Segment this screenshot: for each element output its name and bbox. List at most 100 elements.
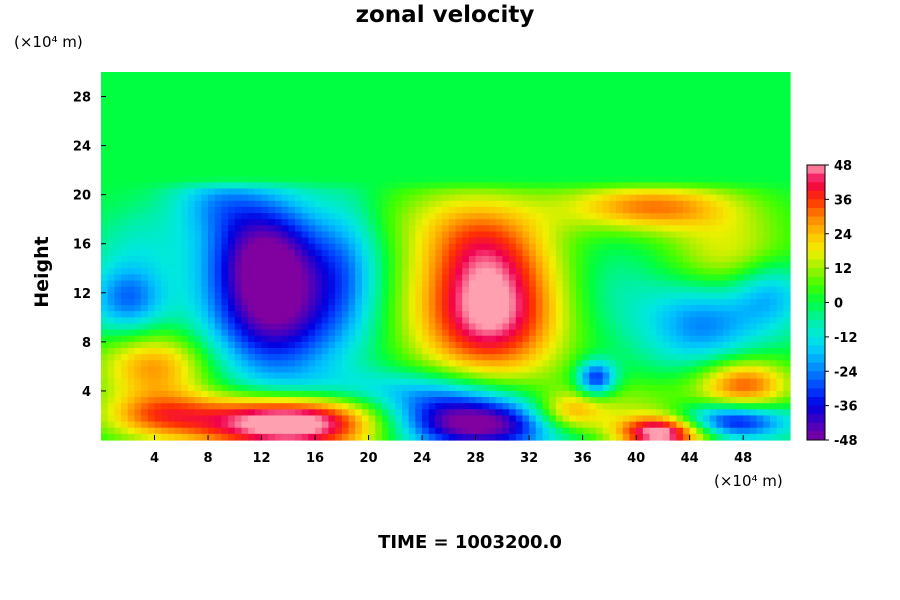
- heatmap-cell: [101, 127, 109, 134]
- heatmap-cell: [756, 127, 764, 134]
- heatmap-cell: [642, 90, 651, 98]
- heatmap-cell: [488, 354, 497, 361]
- heatmap-cell: [723, 157, 731, 165]
- heatmap-cell: [495, 348, 503, 355]
- heatmap-cell: [582, 311, 590, 318]
- heatmap-cell: [622, 268, 631, 275]
- heatmap-cell: [274, 96, 283, 104]
- heatmap-cell: [629, 72, 637, 79]
- heatmap-cell: [569, 151, 577, 159]
- heatmap-cell: [589, 108, 597, 116]
- heatmap-cell: [181, 243, 189, 251]
- heatmap-cell: [388, 78, 396, 85]
- heatmap-cell: [167, 225, 176, 233]
- heatmap-cell: [395, 145, 403, 153]
- heatmap-cell: [649, 298, 657, 306]
- heatmap-cell: [248, 243, 256, 251]
- heatmap-cell: [241, 243, 249, 251]
- heatmap-cell: [147, 213, 156, 220]
- heatmap-cell: [368, 231, 376, 239]
- heatmap-cell: [355, 274, 363, 282]
- heatmap-cell: [355, 237, 363, 245]
- heatmap-cell: [622, 108, 631, 116]
- heatmap-cell: [321, 72, 330, 79]
- heatmap-cell: [582, 249, 590, 257]
- heatmap-cell: [709, 348, 718, 355]
- heatmap-cell: [509, 274, 517, 282]
- heatmap-cell: [187, 298, 196, 306]
- heatmap-cell: [375, 102, 383, 110]
- heatmap-cell: [542, 256, 550, 263]
- heatmap-cell: [241, 348, 249, 355]
- heatmap-cell: [174, 200, 182, 208]
- heatmap-cell: [428, 157, 437, 165]
- heatmap-cell: [515, 108, 524, 116]
- heatmap-cell: [716, 84, 724, 91]
- heatmap-cell: [107, 127, 115, 134]
- heatmap-cell: [415, 102, 423, 110]
- heatmap-cell: [328, 194, 336, 202]
- heatmap-cell: [127, 170, 136, 177]
- heatmap-cell: [241, 292, 249, 300]
- heatmap-cell: [749, 305, 758, 312]
- heatmap-cell: [629, 206, 637, 214]
- heatmap-cell: [328, 139, 336, 147]
- heatmap-cell: [415, 298, 423, 306]
- heatmap-cell: [509, 305, 517, 312]
- heatmap-cell: [107, 188, 115, 196]
- heatmap-cell: [502, 188, 510, 196]
- heatmap-cell: [729, 108, 738, 116]
- heatmap-cell: [335, 164, 343, 171]
- heatmap-cell: [488, 157, 497, 165]
- heatmap-cell: [575, 213, 584, 220]
- heatmap-cell: [208, 231, 216, 239]
- heatmap-cell: [174, 182, 182, 190]
- heatmap-cell: [709, 157, 718, 165]
- heatmap-cell: [582, 133, 590, 141]
- heatmap-cell: [495, 145, 503, 153]
- heatmap-cell: [736, 176, 744, 183]
- heatmap-cell: [375, 188, 383, 196]
- heatmap-cell: [308, 188, 316, 196]
- heatmap-cell: [482, 292, 490, 300]
- heatmap-cell: [743, 354, 751, 361]
- heatmap-cell: [488, 78, 497, 85]
- heatmap-cell: [669, 145, 677, 153]
- heatmap-cell: [689, 323, 697, 331]
- heatmap-cell: [616, 219, 624, 226]
- heatmap-cell: [294, 243, 303, 251]
- heatmap-cell: [723, 114, 731, 122]
- heatmap-cell: [636, 78, 644, 85]
- heatmap-cell: [368, 133, 376, 141]
- heatmap-cell: [107, 108, 115, 116]
- heatmap-cell: [281, 335, 289, 343]
- heatmap-cell: [783, 194, 791, 202]
- heatmap-cell: [488, 194, 497, 202]
- heatmap-cell: [402, 170, 410, 177]
- heatmap-cell: [763, 108, 771, 116]
- heatmap-cell: [462, 182, 470, 190]
- heatmap-cell: [101, 84, 109, 91]
- heatmap-cell: [636, 348, 644, 355]
- heatmap-cell: [248, 84, 256, 91]
- heatmap-cell: [328, 274, 336, 282]
- heatmap-cell: [315, 213, 323, 220]
- heatmap-cell: [348, 256, 356, 263]
- heatmap-cell: [241, 329, 249, 337]
- heatmap-cell: [194, 249, 202, 257]
- heatmap-cell: [395, 360, 403, 367]
- heatmap-cell: [502, 243, 510, 251]
- heatmap-cell: [261, 206, 269, 214]
- heatmap-cell: [462, 237, 470, 245]
- heatmap-cell: [636, 280, 644, 288]
- heatmap-cell: [462, 298, 470, 306]
- heatmap-cell: [502, 157, 510, 165]
- heatmap-cell: [729, 305, 738, 312]
- heatmap-cell: [288, 268, 296, 275]
- heatmap-cell: [462, 354, 470, 361]
- heatmap-cell: [736, 157, 744, 165]
- heatmap-cell: [642, 96, 651, 104]
- heatmap-cell: [361, 164, 370, 171]
- heatmap-cell: [335, 323, 343, 331]
- heatmap-cell: [749, 225, 758, 233]
